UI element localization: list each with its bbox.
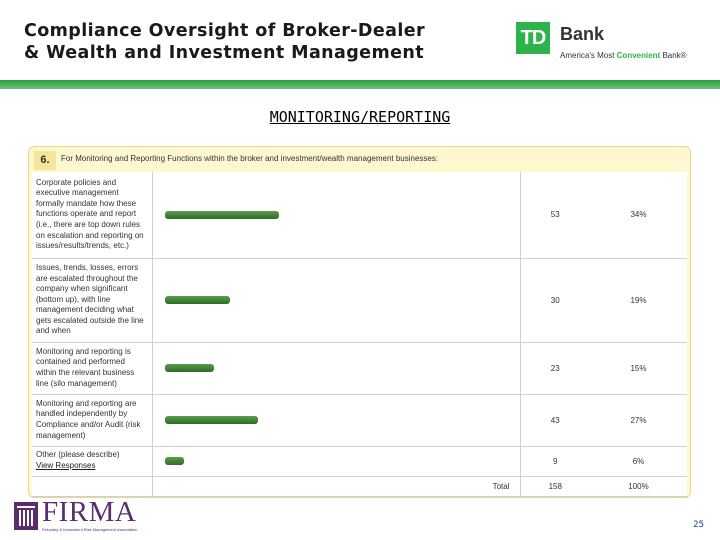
response-bar	[164, 210, 279, 219]
response-label: Monitoring and reporting is contained an…	[32, 342, 152, 395]
response-count: 53	[520, 172, 590, 259]
table-row: Other (please describe) View Responses 9…	[32, 446, 687, 477]
response-percent: 19%	[590, 258, 687, 343]
response-percent: 15%	[590, 342, 687, 395]
table-row: Issues, trends, losses, errors are escal…	[32, 258, 687, 343]
total-row: Total 158 100%	[32, 476, 687, 497]
question-number: 6.	[34, 151, 56, 170]
response-percent: 34%	[590, 172, 687, 259]
response-label: Monitoring and reporting are handled ind…	[32, 394, 152, 447]
response-count: 43	[520, 394, 590, 447]
bank-wordmark: Bank	[560, 24, 605, 44]
question-header: 6. For Monitoring and Reporting Function…	[32, 150, 687, 170]
section-title: MONITORING/REPORTING	[0, 108, 720, 126]
page-number: 25	[693, 520, 704, 530]
response-label: Other (please describe) View Responses	[32, 446, 152, 477]
td-bank-logo: TD Bank America's Most Convenient Bank®	[516, 22, 706, 68]
response-percent: 27%	[590, 394, 687, 447]
response-bar	[164, 364, 214, 372]
response-table: Corporate policies and executive managem…	[32, 172, 687, 497]
question-text: For Monitoring and Reporting Functions w…	[61, 154, 439, 163]
response-count: 30	[520, 258, 590, 343]
table-row: Monitoring and reporting are handled ind…	[32, 394, 687, 447]
survey-question-panel: 6. For Monitoring and Reporting Function…	[28, 146, 691, 498]
slide-title: Compliance Oversight of Broker-Dealer & …	[24, 20, 484, 64]
view-responses-link[interactable]: View Responses	[36, 461, 96, 470]
response-percent: 6%	[590, 446, 687, 477]
response-label: Corporate policies and executive managem…	[32, 172, 152, 259]
tagline-end: Bank®	[660, 51, 687, 60]
slide-title-line-1: Compliance Oversight of Broker-Dealer	[24, 21, 426, 41]
bar-cell	[151, 172, 521, 259]
table-row: Monitoring and reporting is contained an…	[32, 342, 687, 395]
bar-cell	[151, 446, 521, 477]
firma-logo: FIRMA Fiduciary & Investment Risk Manage…	[14, 496, 148, 534]
bar-cell	[151, 342, 521, 395]
section-title-text: MONITORING/REPORTING	[269, 108, 451, 126]
bar-cell	[151, 258, 521, 343]
firma-subtitle: Fiduciary & Investment Risk Management A…	[42, 527, 138, 532]
response-bar	[164, 296, 230, 304]
column-building-icon	[14, 502, 38, 530]
response-bar	[164, 416, 258, 424]
table-row: Corporate policies and executive managem…	[32, 172, 687, 259]
brand-tagline: America's Most Convenient Bank®	[560, 51, 687, 60]
bar-cell	[151, 394, 521, 447]
total-count: 158	[520, 476, 590, 497]
total-label: Total	[151, 476, 521, 497]
total-percent: 100%	[590, 476, 687, 497]
td-logo-icon: TD	[516, 22, 550, 54]
header-divider-bar	[0, 80, 720, 89]
response-count: 9	[520, 446, 590, 477]
tagline-start: America's Most	[560, 51, 617, 60]
response-label: Issues, trends, losses, errors are escal…	[32, 258, 152, 343]
tagline-highlight: Convenient	[616, 51, 661, 60]
total-spacer	[32, 476, 152, 497]
response-count: 23	[520, 342, 590, 395]
response-bar	[164, 457, 184, 465]
response-label-text: Other (please describe)	[36, 450, 120, 460]
slide-title-line-2: & Wealth and Investment Management	[24, 43, 424, 63]
firma-wordmark: FIRMA	[42, 496, 137, 528]
